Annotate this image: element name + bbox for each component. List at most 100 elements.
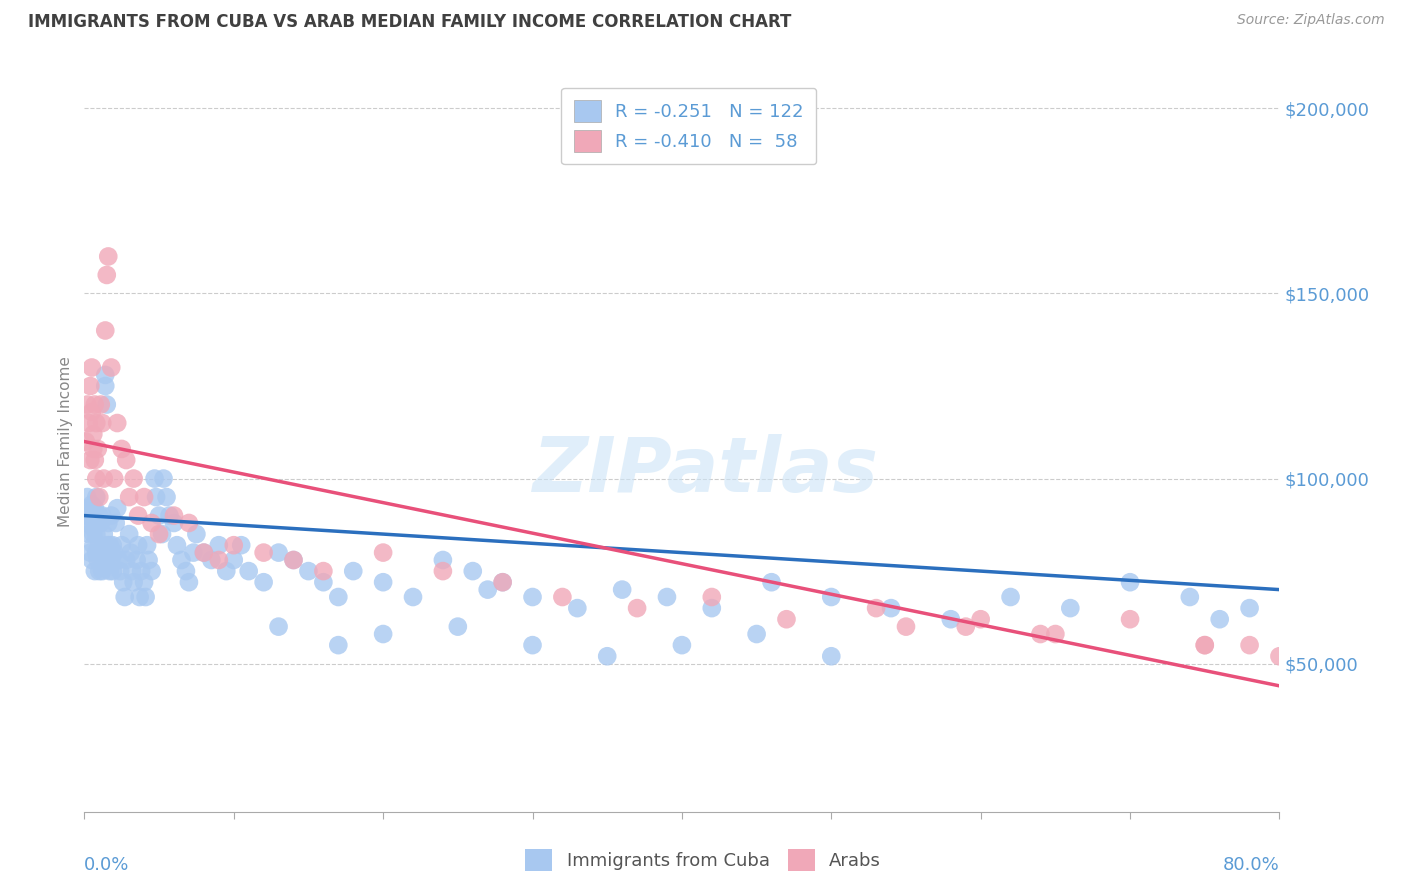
Point — [596, 649, 619, 664]
Point — [83, 564, 105, 578]
Point — [115, 553, 138, 567]
Point — [118, 490, 141, 504]
Point — [551, 590, 574, 604]
Point — [208, 553, 231, 567]
Point — [267, 546, 290, 560]
Point — [83, 516, 105, 530]
Point — [193, 546, 215, 560]
Point — [104, 516, 127, 530]
Point — [141, 516, 163, 530]
Point — [94, 379, 117, 393]
Point — [283, 553, 305, 567]
Point — [447, 619, 470, 633]
Point — [87, 516, 110, 530]
Point — [132, 490, 156, 504]
Point — [111, 442, 134, 456]
Point — [80, 405, 103, 419]
Point — [612, 582, 634, 597]
Point — [186, 527, 208, 541]
Point — [1119, 612, 1142, 626]
Point — [328, 590, 350, 604]
Point — [745, 627, 768, 641]
Point — [312, 564, 335, 578]
Point — [86, 490, 108, 504]
Point — [775, 612, 797, 626]
Point — [222, 538, 245, 552]
Point — [267, 619, 290, 633]
Point — [128, 590, 150, 604]
Point — [132, 575, 156, 590]
Point — [97, 250, 120, 264]
Point — [115, 453, 138, 467]
Point — [103, 471, 125, 485]
Point — [432, 564, 454, 578]
Point — [80, 498, 103, 512]
Legend: Immigrants from Cuba, Arabs: Immigrants from Cuba, Arabs — [517, 842, 889, 879]
Point — [93, 471, 115, 485]
Point — [135, 590, 157, 604]
Point — [820, 590, 842, 604]
Point — [105, 501, 128, 516]
Point — [253, 546, 276, 560]
Point — [77, 501, 100, 516]
Point — [970, 612, 993, 626]
Text: 0.0%: 0.0% — [84, 856, 129, 874]
Point — [373, 575, 395, 590]
Point — [93, 527, 115, 541]
Point — [177, 516, 200, 530]
Point — [100, 508, 122, 523]
Point — [75, 434, 97, 449]
Point — [90, 546, 112, 560]
Point — [163, 508, 186, 523]
Point — [148, 508, 170, 523]
Point — [129, 564, 152, 578]
Point — [492, 575, 515, 590]
Point — [522, 590, 544, 604]
Point — [96, 397, 118, 411]
Point — [79, 546, 101, 560]
Point — [122, 575, 145, 590]
Point — [111, 538, 134, 552]
Point — [82, 538, 104, 552]
Text: ZIPatlas: ZIPatlas — [533, 434, 879, 508]
Point — [700, 601, 723, 615]
Point — [87, 553, 110, 567]
Point — [865, 601, 887, 615]
Point — [82, 427, 104, 442]
Point — [120, 546, 142, 560]
Point — [121, 564, 143, 578]
Point — [1194, 638, 1216, 652]
Point — [125, 553, 148, 567]
Point — [76, 490, 98, 504]
Point — [86, 527, 108, 541]
Point — [148, 527, 170, 541]
Point — [89, 508, 111, 523]
Point — [98, 564, 121, 578]
Point — [82, 527, 104, 541]
Point — [80, 553, 103, 567]
Point — [112, 575, 135, 590]
Point — [328, 638, 350, 652]
Point — [238, 564, 260, 578]
Point — [141, 564, 163, 578]
Point — [83, 453, 105, 467]
Point — [477, 582, 499, 597]
Point — [83, 501, 105, 516]
Point — [492, 575, 515, 590]
Text: 80.0%: 80.0% — [1223, 856, 1279, 874]
Point — [1194, 638, 1216, 652]
Point — [150, 527, 173, 541]
Point — [200, 553, 222, 567]
Point — [567, 601, 589, 615]
Point — [127, 508, 149, 523]
Point — [1119, 575, 1142, 590]
Point — [177, 575, 200, 590]
Point — [700, 590, 723, 604]
Point — [90, 516, 112, 530]
Point — [222, 553, 245, 567]
Point — [90, 397, 112, 411]
Point — [79, 453, 101, 467]
Point — [820, 649, 842, 664]
Point — [77, 527, 100, 541]
Point — [152, 471, 174, 485]
